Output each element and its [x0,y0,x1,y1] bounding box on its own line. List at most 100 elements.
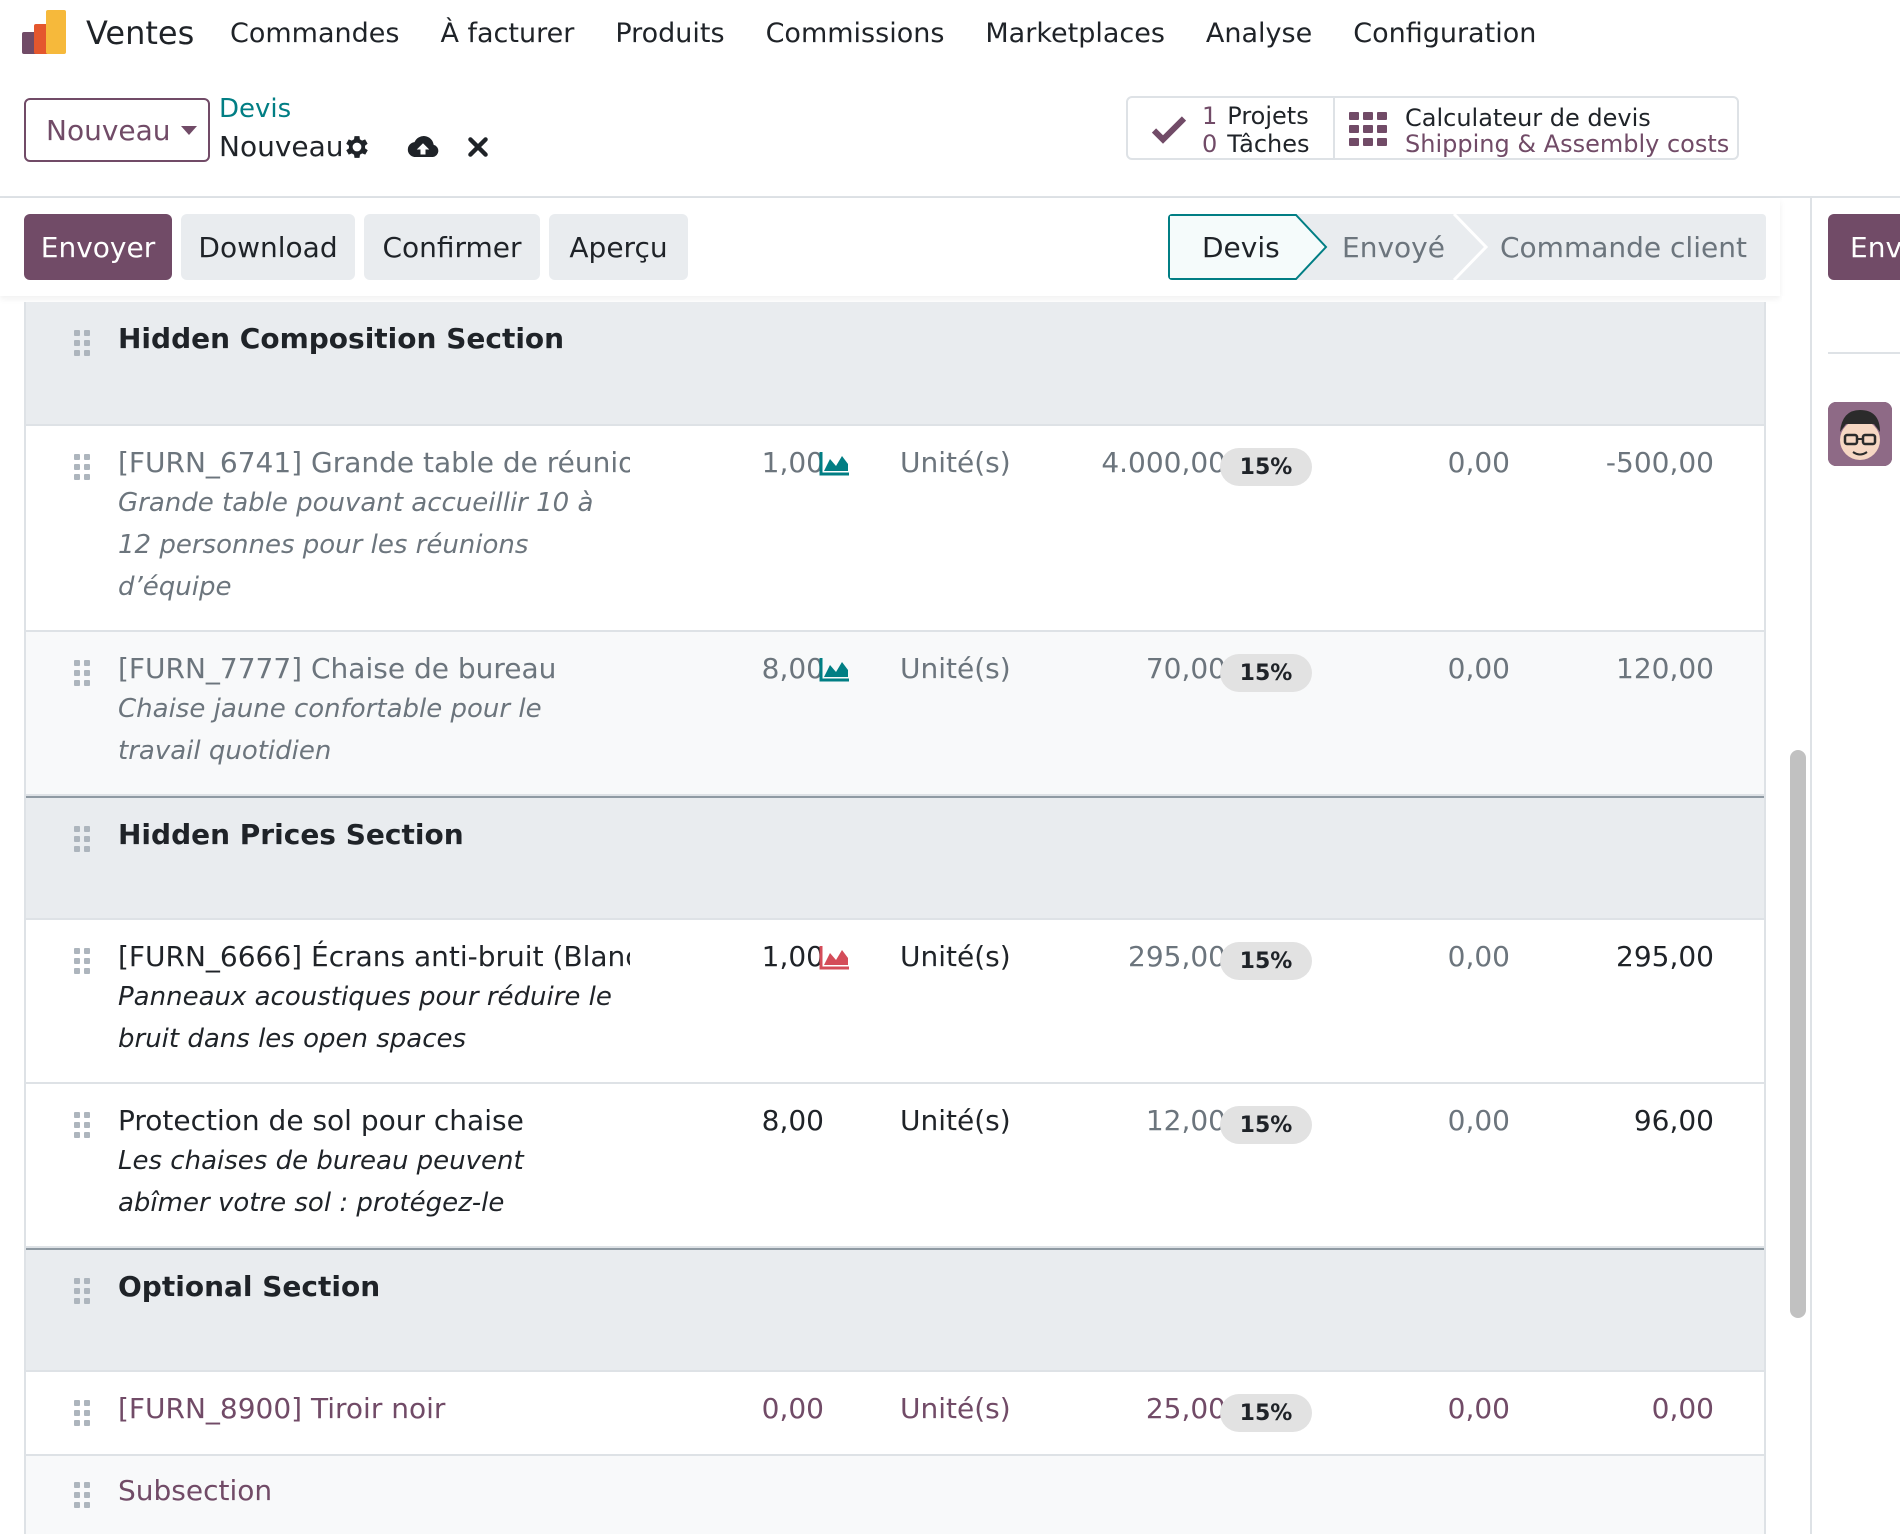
line-description[interactable]: Chaise jaune confortable pour le travail… [118,694,542,766]
line-uom[interactable]: Unité(s) [900,1104,1011,1137]
table-row[interactable]: [FURN_8900] Tiroir noir 0,00 Unité(s) 25… [26,1372,1764,1456]
table-row[interactable]: [FURN_6666] Écrans anti-bruit (Blanc) Pa… [26,920,1764,1084]
drag-handle-icon[interactable] [74,454,92,482]
line-quantity[interactable]: 1,00 [761,940,824,973]
line-product[interactable]: Protection de sol pour chaise [118,1104,524,1137]
tax-badge[interactable]: 15% [1220,1106,1312,1144]
section-title[interactable]: Hidden Composition Section [118,322,565,355]
sales-app-icon[interactable] [22,10,68,56]
preview-button[interactable]: Aperçu [549,214,688,280]
line-unit-price[interactable]: 12,00 [1145,1104,1226,1137]
check-icon [1151,116,1187,144]
line-discount[interactable]: 0,00 [1447,652,1510,685]
breadcrumb-current: Nouveau [219,130,344,163]
chatter-send-button[interactable]: Env [1828,214,1900,280]
stage-sales-order[interactable]: Commande client [1500,230,1747,264]
line-discount[interactable]: 0,00 [1447,1392,1510,1425]
line-quantity[interactable]: 8,00 [761,652,824,685]
tax-badge[interactable]: 15% [1220,1394,1312,1432]
line-product[interactable]: [FURN_6666] Écrans anti-bruit (Blanc) [118,940,630,973]
table-row[interactable]: [FURN_7777] Chaise de bureau Chaise jaun… [26,632,1764,796]
subsection-title[interactable]: Subsection [118,1474,273,1507]
confirm-button[interactable]: Confirmer [364,214,540,280]
projects-tasks-button[interactable]: 1 Projets 0 Tâches [1128,98,1335,158]
drag-handle-icon[interactable] [74,1112,92,1140]
section-row[interactable]: Hidden Composition Section [26,302,1764,426]
line-uom[interactable]: Unité(s) [900,1392,1011,1425]
caret-down-icon [180,125,197,135]
section-row[interactable]: Hidden Prices Section [26,796,1764,920]
section-title[interactable]: Hidden Prices Section [118,818,464,851]
menu-item-products[interactable]: Produits [615,18,725,49]
line-subtotal: 295,00 [1616,940,1714,973]
drag-handle-icon[interactable] [74,660,92,688]
drag-handle-icon[interactable] [74,330,92,358]
drag-handle-icon[interactable] [74,948,92,976]
line-product[interactable]: [FURN_7777] Chaise de bureau [118,652,557,685]
drag-handle-icon[interactable] [74,1278,92,1306]
line-uom[interactable]: Unité(s) [900,446,1011,479]
tax-badge[interactable]: 15% [1220,654,1312,692]
stage-sent[interactable]: Envoyé [1342,230,1445,264]
line-product[interactable]: [FURN_6741] Grande table de réunion [118,446,630,479]
menu-item-to-invoice[interactable]: À facturer [440,18,575,49]
menu-item-marketplaces[interactable]: Marketplaces [985,18,1165,49]
quote-calculator-button[interactable]: Calculateur de devis Shipping & Assembly… [1335,98,1737,158]
gear-icon[interactable] [342,132,372,162]
line-description[interactable]: Panneaux acoustiques pour réduire le bru… [118,982,612,1054]
line-discount[interactable]: 0,00 [1447,446,1510,479]
tasks-label: Tâches [1227,130,1310,158]
cloud-upload-icon[interactable] [405,132,441,162]
tasks-count: 0 [1202,130,1218,158]
forecast-chart-icon[interactable] [819,450,851,476]
stage-arrows [1168,214,1489,280]
line-uom[interactable]: Unité(s) [900,652,1011,685]
table-row[interactable]: [FURN_6741] Grande table de réunion Gran… [26,426,1764,632]
calculator-subtitle: Shipping & Assembly costs [1405,130,1730,158]
drag-handle-icon[interactable] [74,1482,92,1510]
line-quantity[interactable]: 8,00 [761,1104,824,1137]
table-row[interactable]: Protection de sol pour chaise Les chaise… [26,1084,1764,1248]
line-discount[interactable]: 0,00 [1447,940,1510,973]
menu-item-commissions[interactable]: Commissions [765,18,945,49]
control-panel: Nouveau Devis Nouveau 1 Projets 0 Tâches [0,70,1900,198]
section-row[interactable]: Optional Section [26,1248,1764,1372]
line-quantity[interactable]: 0,00 [761,1392,824,1425]
menu-item-reporting[interactable]: Analyse [1205,18,1313,49]
send-button[interactable]: Envoyer [24,214,172,280]
tax-badge[interactable]: 15% [1220,448,1312,486]
breadcrumb-parent[interactable]: Devis [219,94,292,124]
line-description[interactable]: Grande table pouvant accueillir 10 à 12 … [118,488,594,602]
line-unit-price[interactable]: 70,00 [1145,652,1226,685]
forecast-chart-icon[interactable] [819,656,851,682]
tax-badge[interactable]: 15% [1220,942,1312,980]
stage-quotation[interactable]: Devis [1202,230,1280,264]
chatter-divider [1828,352,1900,354]
line-product[interactable]: [FURN_8900] Tiroir noir [118,1392,446,1425]
line-quantity[interactable]: 1,00 [761,446,824,479]
line-unit-price[interactable]: 295,00 [1128,940,1226,973]
line-unit-price[interactable]: 25,00 [1145,1392,1226,1425]
drag-handle-icon[interactable] [74,1400,92,1428]
discard-icon[interactable] [465,132,491,162]
line-subtotal: 120,00 [1616,652,1714,685]
scrollbar-thumb[interactable] [1790,750,1806,1318]
smart-buttons: 1 Projets 0 Tâches Calculateur de devis Sh… [1126,96,1739,160]
subsection-row[interactable]: Subsection [26,1456,1764,1534]
menu-item-configuration[interactable]: Configuration [1353,18,1537,49]
line-uom[interactable]: Unité(s) [900,940,1011,973]
download-button[interactable]: Download [181,214,355,280]
app-name[interactable]: Ventes [86,14,195,52]
menu-item-orders[interactable]: Commandes [230,18,400,49]
line-subtotal: 96,00 [1633,1104,1714,1137]
section-title[interactable]: Optional Section [118,1270,381,1303]
drag-handle-icon[interactable] [74,826,92,854]
new-record-button[interactable]: Nouveau [24,98,210,162]
line-discount[interactable]: 0,00 [1447,1104,1510,1137]
line-unit-price[interactable]: 4.000,00 [1101,446,1226,479]
projects-label: Projets [1227,102,1309,130]
line-description[interactable]: Les chaises de bureau peuvent abîmer vot… [118,1146,524,1218]
projects-count: 1 [1202,102,1218,130]
forecast-chart-icon[interactable] [819,944,851,970]
avatar[interactable] [1828,402,1892,466]
